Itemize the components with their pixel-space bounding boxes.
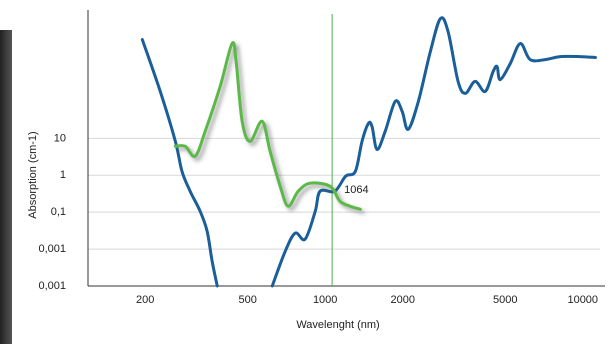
marker-label: 1064 <box>344 184 368 196</box>
y-axis-label: Absorption (cm-1) <box>27 131 39 218</box>
x-tick-label: 5000 <box>493 294 517 306</box>
y-tick-label: 10 <box>54 132 66 144</box>
x-tick-label: 10000 <box>567 294 598 306</box>
y-tick-label: 0,001 <box>38 280 66 292</box>
y-tick-label: 0,001 <box>38 243 66 255</box>
y-tick-label: 1 <box>60 169 66 181</box>
edge-strip <box>0 30 12 344</box>
plot: 1064 <box>140 14 597 288</box>
series-line <box>140 16 597 288</box>
x-axis-label: Wavelenght (nm) <box>296 319 379 331</box>
y-tick-label: 0,1 <box>51 206 66 218</box>
x-tick-label: 1000 <box>313 294 337 306</box>
x-tick-label: 2000 <box>390 294 414 306</box>
series-line <box>173 41 362 211</box>
x-tick-label: 200 <box>136 294 154 306</box>
x-tick-label: 500 <box>238 294 256 306</box>
